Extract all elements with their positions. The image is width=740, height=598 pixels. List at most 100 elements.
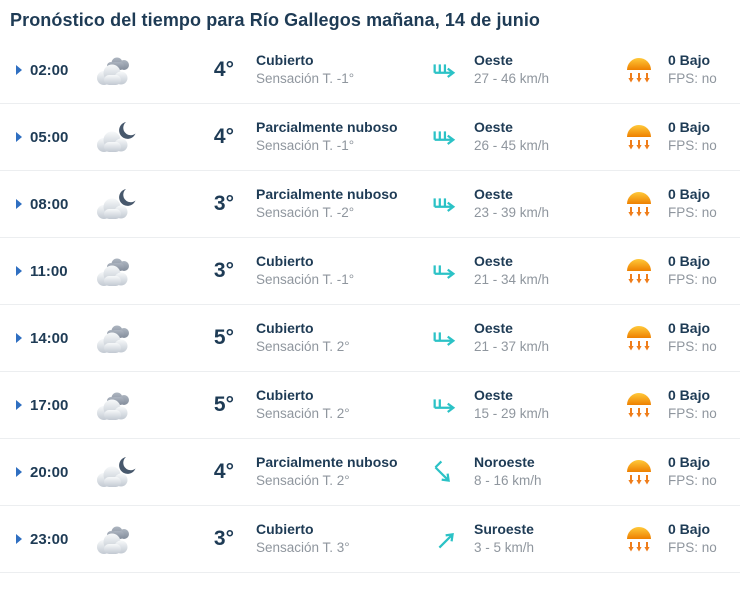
expand-arrow-icon[interactable] [16, 65, 22, 75]
wind-direction-label: Oeste [474, 186, 513, 203]
time-label: 14:00 [30, 329, 69, 347]
condition-label: Cubierto [256, 387, 314, 404]
uv-sun-low-icon [624, 56, 668, 84]
uv-level-label: 0 Bajo [668, 387, 711, 404]
uv-level-label: 0 Bajo [668, 52, 711, 69]
condition-label: Parcialmente nuboso [256, 119, 398, 136]
expand-cell [16, 65, 30, 75]
condition-label: Cubierto [256, 253, 314, 270]
night-partly-cloudy-icon [86, 187, 144, 221]
forecast-row[interactable]: 08:00 3° Parcialmente nuboso Sensación T… [0, 171, 740, 238]
condition-label: Parcialmente nuboso [256, 186, 398, 203]
wind-speed-label: 21 - 37 km/h [474, 339, 550, 355]
condition-label: Cubierto [256, 52, 314, 69]
condition-cell: Parcialmente nuboso Sensación T. -1° [240, 118, 430, 155]
uv-fps-label: FPS: no [668, 540, 717, 556]
time-label: 08:00 [30, 195, 69, 213]
wind-speed-label: 15 - 29 km/h [474, 406, 550, 422]
expand-arrow-icon[interactable] [16, 199, 22, 209]
time-label: 23:00 [30, 530, 69, 548]
forecast-row[interactable]: 17:00 5° Cubierto Sensación T. 2° Oeste … [0, 372, 740, 439]
forecast-table: 02:00 4° Cubierto Sensación T. -1° Oeste… [0, 37, 740, 573]
wind-cell: Oeste 15 - 29 km/h [474, 386, 624, 423]
temperature-value: 5° [213, 326, 234, 349]
feels-like-label: Sensación T. -1° [256, 138, 355, 154]
feels-like-label: Sensación T. 2° [256, 339, 350, 355]
forecast-row[interactable]: 11:00 3° Cubierto Sensación T. -1° Oeste… [0, 238, 740, 305]
expand-arrow-icon[interactable] [16, 467, 22, 477]
uv-fps-label: FPS: no [668, 138, 717, 154]
uv-sun-low-icon [624, 190, 668, 218]
time-label: 17:00 [30, 396, 69, 414]
cloudy-icon [86, 388, 144, 422]
feels-like-label: Sensación T. -1° [256, 272, 355, 288]
uv-sun-low-icon [624, 458, 668, 486]
uv-level-label: 0 Bajo [668, 186, 711, 203]
expand-arrow-icon[interactable] [16, 333, 22, 343]
uv-sun-low-icon [624, 257, 668, 285]
cloudy-icon [86, 254, 144, 288]
wind-direction-label: Oeste [474, 52, 513, 69]
wind-speed-label: 27 - 46 km/h [474, 71, 550, 87]
uv-cell: 0 Bajo FPS: no [668, 118, 740, 155]
wind-speed-label: 3 - 5 km/h [474, 540, 535, 556]
wind-arrow-right-3barbs [430, 191, 474, 217]
forecast-row[interactable]: 02:00 4° Cubierto Sensación T. -1° Oeste… [0, 37, 740, 104]
wind-direction-label: Suroeste [474, 521, 534, 538]
wind-arrow-right-3barbs [430, 124, 474, 150]
expand-arrow-icon[interactable] [16, 534, 22, 544]
expand-cell [16, 132, 30, 142]
wind-arrow-downright-1barb [430, 459, 474, 485]
wind-speed-label: 23 - 39 km/h [474, 205, 550, 221]
uv-cell: 0 Bajo FPS: no [668, 453, 740, 490]
time-label: 20:00 [30, 463, 69, 481]
wind-direction-label: Oeste [474, 119, 513, 136]
uv-fps-label: FPS: no [668, 71, 717, 87]
temperature-value: 4° [213, 58, 234, 81]
night-partly-cloudy-icon [86, 455, 144, 489]
temperature-value: 5° [213, 393, 234, 416]
temperature-value: 3° [213, 527, 234, 550]
expand-cell [16, 266, 30, 276]
wind-cell: Oeste 26 - 45 km/h [474, 118, 624, 155]
cloudy-icon [86, 321, 144, 355]
uv-fps-label: FPS: no [668, 339, 717, 355]
temperature-value: 3° [213, 259, 234, 282]
expand-cell [16, 534, 30, 544]
time-label: 05:00 [30, 128, 69, 146]
wind-arrow-upright-plain [430, 526, 474, 552]
expand-cell [16, 333, 30, 343]
expand-arrow-icon[interactable] [16, 400, 22, 410]
condition-label: Cubierto [256, 521, 314, 538]
forecast-row[interactable]: 05:00 4° Parcialmente nuboso Sensación T… [0, 104, 740, 171]
forecast-row[interactable]: 14:00 5° Cubierto Sensación T. 2° Oeste … [0, 305, 740, 372]
wind-cell: Oeste 27 - 46 km/h [474, 51, 624, 88]
uv-sun-low-icon [624, 525, 668, 553]
expand-arrow-icon[interactable] [16, 132, 22, 142]
wind-direction-label: Oeste [474, 253, 513, 270]
feels-like-label: Sensación T. 3° [256, 540, 350, 556]
expand-arrow-icon[interactable] [16, 266, 22, 276]
weather-forecast-page: Pronóstico del tiempo para Río Gallegos … [0, 10, 740, 573]
wind-speed-label: 8 - 16 km/h [474, 473, 542, 489]
uv-fps-label: FPS: no [668, 406, 717, 422]
wind-direction-label: Oeste [474, 320, 513, 337]
feels-like-label: Sensación T. -1° [256, 71, 355, 87]
wind-cell: Oeste 23 - 39 km/h [474, 185, 624, 222]
uv-cell: 0 Bajo FPS: no [668, 319, 740, 356]
time-label: 11:00 [30, 262, 68, 280]
condition-cell: Parcialmente nuboso Sensación T. 2° [240, 453, 430, 490]
uv-level-label: 0 Bajo [668, 521, 711, 538]
wind-cell: Noroeste 8 - 16 km/h [474, 453, 624, 490]
condition-cell: Cubierto Sensación T. -1° [240, 252, 430, 289]
uv-cell: 0 Bajo FPS: no [668, 520, 740, 557]
wind-cell: Oeste 21 - 34 km/h [474, 252, 624, 289]
forecast-row[interactable]: 20:00 4° Parcialmente nuboso Sensación T… [0, 439, 740, 506]
condition-cell: Cubierto Sensación T. 2° [240, 319, 430, 356]
temperature-value: 3° [213, 192, 234, 215]
cloudy-icon [86, 53, 144, 87]
forecast-row[interactable]: 23:00 3° Cubierto Sensación T. 3° Suroes… [0, 506, 740, 573]
temperature-value: 4° [213, 460, 234, 483]
uv-sun-low-icon [624, 123, 668, 151]
uv-sun-low-icon [624, 391, 668, 419]
